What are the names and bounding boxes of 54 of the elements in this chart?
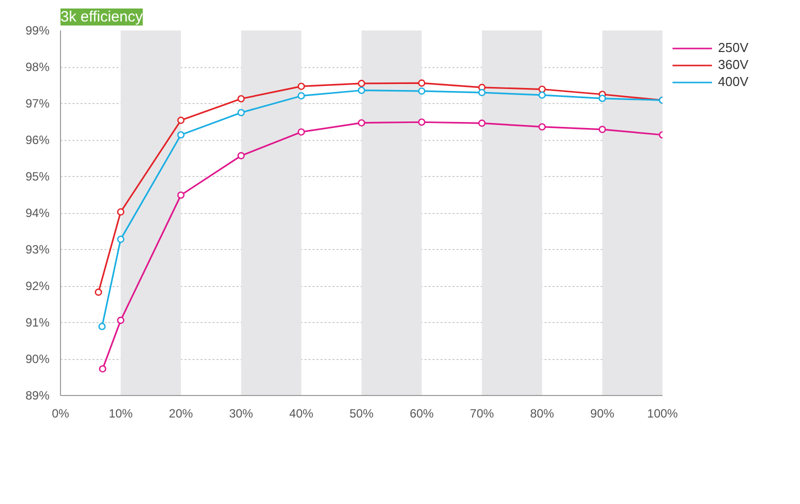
x-tick-label: 100% [647, 406, 678, 420]
x-tick-label: 50% [349, 406, 374, 420]
y-tick-label: 89% [25, 388, 50, 402]
point [117, 236, 124, 243]
y-tick-label: 92% [25, 279, 50, 293]
y-tick-label: 96% [25, 133, 50, 147]
y-tick-label: 94% [25, 206, 50, 220]
y-tick-label: 97% [25, 96, 50, 110]
x-tick-label: 10% [108, 406, 134, 420]
x-tick-label: 0% [52, 406, 70, 420]
y-tick-label: 99% [25, 24, 50, 38]
point [598, 126, 606, 134]
point [237, 108, 245, 116]
point [538, 86, 546, 93]
point [298, 92, 305, 100]
point [478, 88, 486, 96]
point [358, 80, 366, 88]
point [358, 86, 366, 94]
point [418, 79, 426, 87]
y-tick-label: 98% [25, 60, 50, 74]
point [117, 316, 124, 324]
point [418, 118, 426, 126]
point [598, 94, 606, 102]
point [177, 131, 185, 139]
point [94, 288, 102, 296]
point [298, 128, 305, 136]
point [98, 322, 106, 330]
x-tick-label: 60% [410, 406, 434, 420]
chart-title: 3k efficiency [60, 8, 144, 26]
point [538, 91, 546, 99]
point [177, 116, 185, 124]
point [237, 152, 245, 160]
y-tick-label: 91% [25, 316, 50, 330]
x-tick-label: 70% [470, 406, 494, 420]
y-tick-label: 95% [25, 170, 50, 184]
point [98, 365, 106, 372]
legend-label: 250V [718, 40, 748, 55]
x-tick-label: 40% [289, 406, 314, 420]
point [358, 119, 366, 126]
legend-label: 360V [718, 57, 748, 72]
legend-label: 400V [718, 74, 748, 89]
point [117, 208, 124, 216]
point [538, 123, 546, 131]
x-tick-label: 30% [229, 406, 254, 420]
x-tick-label: 80% [530, 406, 554, 420]
y-tick-label: 93% [25, 242, 50, 256]
y-tick-label: 90% [25, 352, 50, 366]
point [298, 82, 305, 90]
point [418, 87, 426, 95]
point [177, 191, 185, 199]
x-tick-label: 90% [590, 406, 615, 420]
x-tick-label: 20% [168, 406, 194, 420]
point [478, 120, 486, 127]
point [237, 95, 245, 102]
